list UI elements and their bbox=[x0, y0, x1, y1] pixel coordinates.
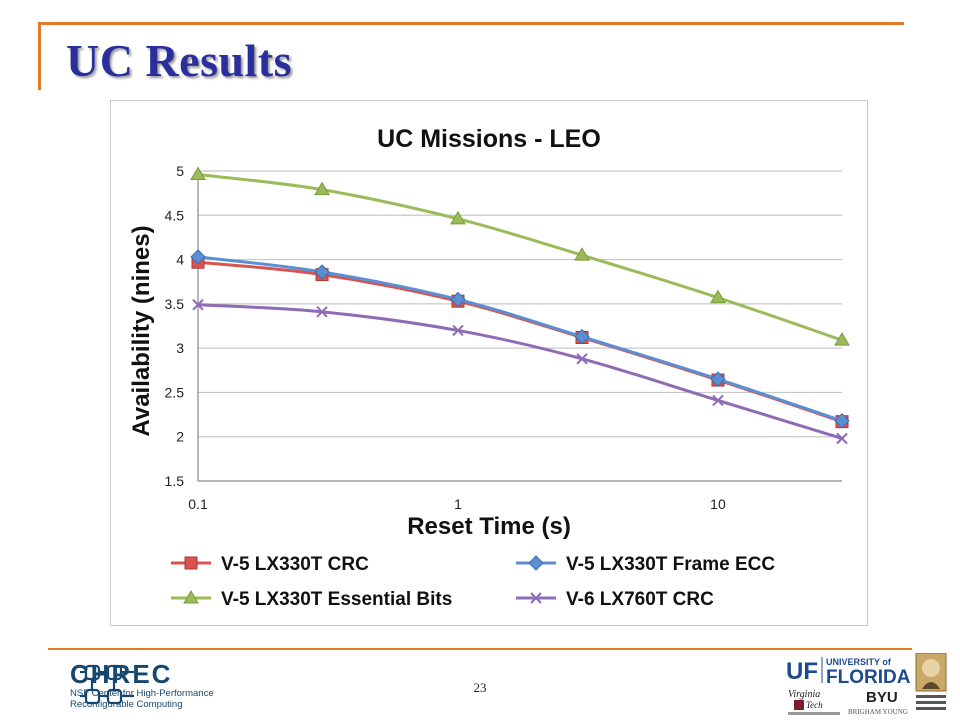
byu-logo-subtext: BRIGHAM YOUNG bbox=[848, 708, 908, 716]
x-tick-label: 10 bbox=[710, 496, 726, 512]
vt-logo-line1: Virginia bbox=[788, 689, 820, 700]
x-tick-labels: 0.1 1 10 bbox=[188, 496, 726, 512]
legend-item: V-5 LX330T CRC bbox=[171, 554, 369, 575]
footer-accent-rule bbox=[48, 648, 912, 650]
data-point bbox=[834, 413, 850, 429]
y-tick-label: 1.5 bbox=[165, 473, 185, 489]
data-point bbox=[712, 394, 724, 407]
legend-marker bbox=[184, 556, 198, 570]
chart-legend: V-5 LX330T CRC V-5 LX330T Frame ECC V-5 LX… bbox=[171, 554, 775, 610]
x-axis-label: Reset Time (s) bbox=[407, 513, 571, 540]
chrec-logo-mark bbox=[80, 664, 134, 705]
data-point bbox=[574, 247, 590, 261]
chart-series bbox=[190, 166, 850, 445]
y-tick-label: 3.5 bbox=[165, 296, 185, 312]
y-tick-label: 3 bbox=[176, 340, 184, 356]
y-tick-labels: 1.5 2 2.5 3 3.5 4 4.5 5 bbox=[165, 163, 185, 489]
vt-logo-line2: Tech bbox=[806, 700, 823, 710]
data-point bbox=[710, 289, 726, 304]
chrec-subtitle: NSF Center for High-Performance Reconfig… bbox=[70, 688, 214, 710]
legend-label: V-5 LX330T CRC bbox=[221, 554, 369, 575]
data-point bbox=[836, 432, 848, 445]
data-point bbox=[574, 328, 590, 345]
data-point bbox=[450, 291, 466, 308]
uf-logo-line2: FLORIDA bbox=[826, 667, 911, 688]
chart-frame: 1.5 2 2.5 3 3.5 4 4.5 5 0.1 1 10 UC Missions - LE… bbox=[110, 100, 868, 626]
chart-grid bbox=[197, 170, 842, 482]
legend-marker bbox=[183, 590, 199, 604]
y-axis-label: Availability (nines) bbox=[128, 225, 155, 436]
availability-line-chart: 1.5 2 2.5 3 3.5 4 4.5 5 0.1 1 10 UC Missions - LE… bbox=[128, 125, 850, 610]
legend-label: V-5 LX330T Frame ECC bbox=[566, 554, 775, 575]
series-line bbox=[197, 303, 843, 440]
y-tick-label: 2 bbox=[176, 429, 184, 445]
legend-item: V-5 LX330T Frame ECC bbox=[516, 554, 775, 575]
svg-text:UF: UF bbox=[786, 658, 818, 685]
data-point bbox=[314, 264, 330, 280]
byu-logo-text: BYU bbox=[866, 689, 898, 706]
data-point bbox=[450, 210, 466, 225]
data-point bbox=[710, 371, 726, 387]
title-side-rule bbox=[38, 22, 41, 90]
series-2 bbox=[190, 166, 850, 346]
data-point bbox=[316, 306, 328, 318]
chrec-subtitle-line1: NSF Center for High-Performance bbox=[70, 688, 214, 699]
y-tick-label: 5 bbox=[176, 163, 184, 179]
title-accent-rule bbox=[38, 22, 904, 25]
virginia-tech-logo: Virginia Tech bbox=[788, 689, 840, 715]
legend-item: V-5 LX330T Essential Bits bbox=[171, 589, 452, 610]
series-1 bbox=[190, 249, 850, 429]
legend-label: V-5 LX330T Essential Bits bbox=[221, 589, 452, 610]
legend-marker bbox=[528, 555, 544, 571]
data-point bbox=[190, 166, 206, 181]
slide-title: UC Results bbox=[66, 35, 293, 86]
legend-label: V-6 LX760T CRC bbox=[566, 589, 714, 610]
y-tick-label: 4.5 bbox=[165, 207, 185, 223]
data-point bbox=[314, 181, 330, 196]
y-tick-label: 4 bbox=[176, 252, 184, 268]
legend-marker bbox=[530, 592, 542, 604]
y-tick-label: 2.5 bbox=[165, 384, 185, 400]
byu-logo: BYU BRIGHAM YOUNG bbox=[848, 689, 908, 716]
data-point bbox=[576, 353, 588, 365]
series-line bbox=[197, 255, 843, 423]
university-logos: UF UNIVERSITY of FLORIDA Virginia Tech B… bbox=[786, 653, 947, 716]
data-point bbox=[452, 324, 464, 337]
uf-logo-line1: UNIVERSITY of bbox=[826, 657, 892, 667]
x-tick-label: 1 bbox=[454, 496, 462, 512]
legend-item: V-6 LX760T CRC bbox=[516, 589, 714, 610]
page-number: 23 bbox=[473, 680, 487, 695]
gw-logo bbox=[915, 653, 947, 710]
data-point bbox=[834, 332, 850, 346]
data-point bbox=[192, 299, 204, 311]
chrec-name: CHREC bbox=[70, 659, 173, 689]
series-line bbox=[197, 173, 843, 342]
chrec-subtitle-line2: Reconfigurable Computing bbox=[70, 699, 183, 710]
data-point bbox=[190, 249, 206, 265]
series-3 bbox=[192, 299, 848, 445]
chart-title: UC Missions - LEO bbox=[377, 125, 601, 153]
uf-logo: UF UNIVERSITY of FLORIDA bbox=[786, 657, 911, 688]
x-tick-label: 0.1 bbox=[188, 496, 208, 512]
